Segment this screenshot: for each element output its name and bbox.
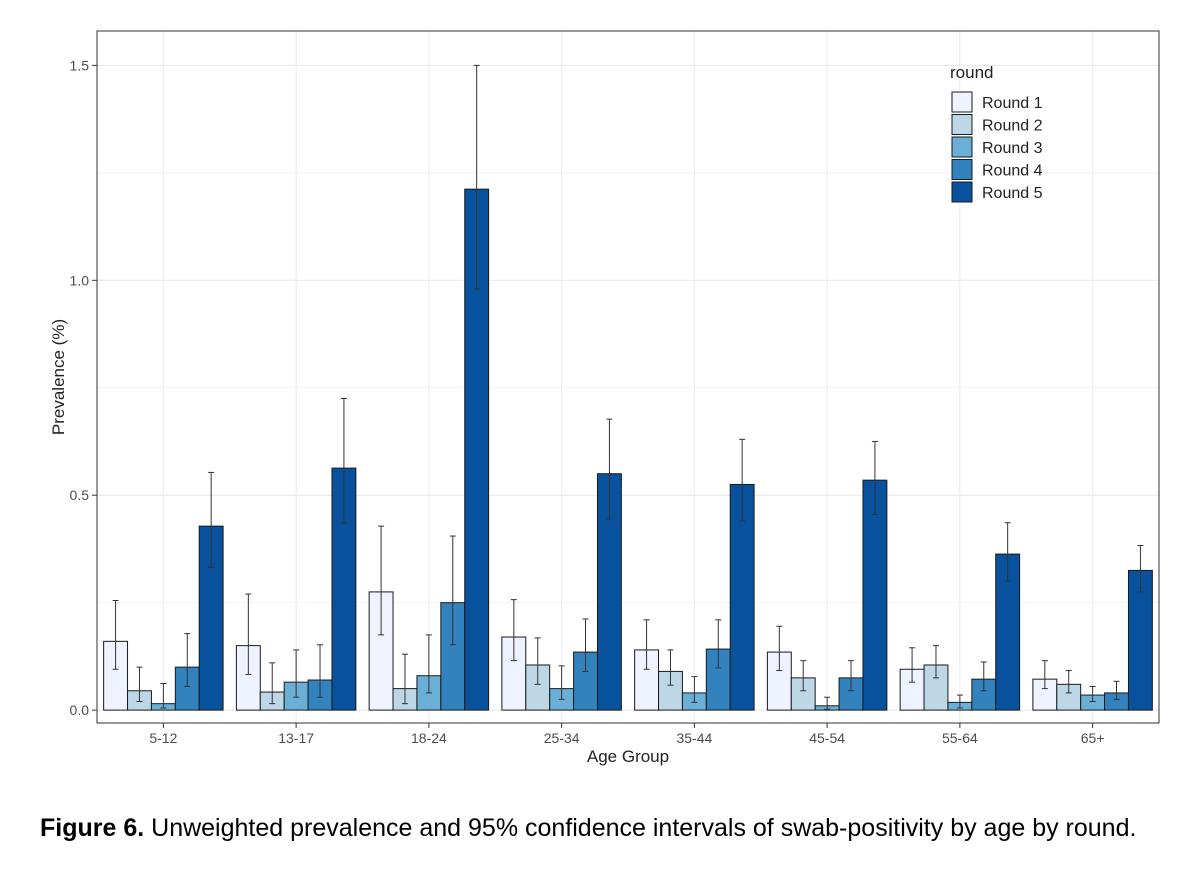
caption-label: Figure 6. [40,814,145,842]
legend-title: round [950,63,993,82]
x-tick-label: 25-34 [544,730,580,746]
legend-label: Round 4 [982,163,1043,180]
panel-background [97,31,1159,723]
y-axis-title: Prevalence (%) [49,319,68,435]
legend-swatch [951,91,973,113]
legend-swatch [951,136,973,158]
x-tick-label: 18-24 [411,730,447,746]
x-axis: 5-12 13-17 18-24 25-34 35-44 45-54 55-64 65+ [149,723,1105,746]
legend-label: Round 1 [982,95,1043,112]
x-tick-label: 55-64 [942,730,978,746]
legend-swatch [951,181,973,203]
error-bars [112,64,1144,710]
y-tick-label: 1.5 [70,57,90,73]
legend-label: Round 3 [982,140,1043,157]
x-tick-label: 35-44 [676,730,712,746]
bar-marks [103,188,1153,711]
y-tick-label: 0.5 [70,487,90,503]
legend-label: Round 2 [982,118,1043,135]
caption-text: Unweighted prevalence and 95% confidence… [144,814,1137,842]
x-tick-label: 45-54 [809,730,845,746]
x-tick-label: 13-17 [278,730,314,746]
bar-chart: 0.0 0.5 1.0 1.5 5-12 13-17 18-24 25-34 35-44 45-… [49,30,1160,766]
x-tick-label: 5-12 [149,730,177,746]
x-axis-title: Age Group [587,747,669,766]
x-tick-label: 65+ [1081,730,1105,746]
figure-caption: Figure 6. Unweighted prevalence and 95% … [40,812,1170,845]
panel-border [96,30,1160,724]
legend: round Round 1 Round 2 Round 3 Round 4 Round … [950,63,1043,203]
grid-lines [97,31,1159,723]
legend-label: Round 5 [982,185,1043,202]
y-axis: 0.0 0.5 1.0 1.5 [70,57,97,718]
legend-swatch [951,159,973,180]
y-tick-label: 0.0 [70,702,90,718]
legend-swatch [951,114,973,135]
y-tick-label: 1.0 [70,272,90,288]
